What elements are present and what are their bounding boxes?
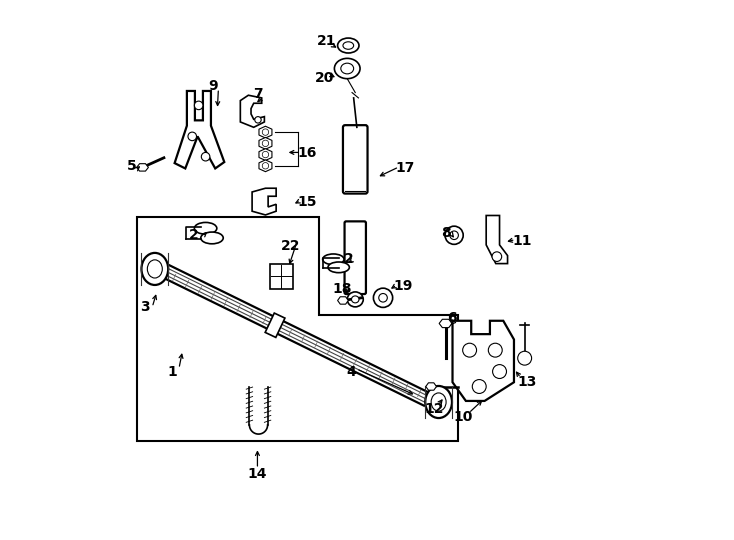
Text: 8: 8 bbox=[441, 226, 451, 240]
Polygon shape bbox=[338, 297, 349, 304]
Polygon shape bbox=[175, 91, 225, 168]
Polygon shape bbox=[259, 138, 272, 149]
Polygon shape bbox=[453, 321, 514, 401]
Text: 10: 10 bbox=[454, 410, 473, 424]
Ellipse shape bbox=[142, 253, 168, 285]
Polygon shape bbox=[252, 188, 276, 215]
Polygon shape bbox=[259, 126, 272, 138]
Ellipse shape bbox=[450, 231, 459, 240]
Circle shape bbox=[195, 101, 203, 110]
Text: 2: 2 bbox=[189, 228, 198, 242]
Text: 12: 12 bbox=[424, 402, 443, 416]
FancyBboxPatch shape bbox=[343, 125, 368, 193]
Circle shape bbox=[262, 140, 269, 146]
Ellipse shape bbox=[148, 260, 162, 278]
Text: 2: 2 bbox=[344, 252, 353, 266]
Text: 4: 4 bbox=[346, 364, 356, 379]
Ellipse shape bbox=[347, 292, 363, 307]
Text: 15: 15 bbox=[297, 194, 317, 208]
Text: 5: 5 bbox=[127, 159, 137, 173]
Text: 14: 14 bbox=[247, 467, 267, 481]
Text: 22: 22 bbox=[281, 239, 300, 253]
Circle shape bbox=[188, 132, 197, 140]
Ellipse shape bbox=[338, 38, 359, 53]
Ellipse shape bbox=[323, 254, 344, 265]
Circle shape bbox=[488, 343, 502, 357]
Polygon shape bbox=[426, 383, 437, 390]
Ellipse shape bbox=[352, 296, 359, 303]
Polygon shape bbox=[240, 95, 264, 127]
Circle shape bbox=[201, 152, 210, 161]
Circle shape bbox=[462, 343, 476, 357]
Polygon shape bbox=[265, 313, 285, 338]
Text: 17: 17 bbox=[396, 161, 415, 176]
Text: 19: 19 bbox=[393, 279, 413, 293]
Text: 3: 3 bbox=[140, 300, 150, 314]
FancyBboxPatch shape bbox=[344, 221, 366, 294]
Circle shape bbox=[493, 364, 506, 379]
Text: 21: 21 bbox=[317, 34, 337, 48]
Text: 20: 20 bbox=[315, 71, 334, 85]
Polygon shape bbox=[259, 160, 272, 172]
Ellipse shape bbox=[374, 288, 393, 307]
Circle shape bbox=[262, 129, 269, 136]
Ellipse shape bbox=[343, 42, 354, 49]
Polygon shape bbox=[137, 217, 458, 441]
Text: 18: 18 bbox=[332, 282, 352, 296]
Text: 1: 1 bbox=[167, 364, 177, 379]
Text: 11: 11 bbox=[512, 234, 531, 248]
Ellipse shape bbox=[201, 232, 223, 244]
Ellipse shape bbox=[431, 393, 446, 411]
Ellipse shape bbox=[328, 262, 349, 273]
Circle shape bbox=[517, 351, 531, 365]
Circle shape bbox=[255, 117, 261, 123]
Polygon shape bbox=[486, 215, 507, 264]
Text: 7: 7 bbox=[252, 86, 262, 100]
Ellipse shape bbox=[445, 226, 463, 244]
Ellipse shape bbox=[379, 294, 388, 302]
Polygon shape bbox=[259, 148, 272, 160]
Circle shape bbox=[472, 380, 486, 394]
Ellipse shape bbox=[195, 222, 217, 234]
Ellipse shape bbox=[425, 386, 452, 418]
Text: 13: 13 bbox=[517, 375, 537, 389]
Polygon shape bbox=[137, 164, 148, 171]
Ellipse shape bbox=[335, 58, 360, 79]
FancyBboxPatch shape bbox=[270, 264, 293, 289]
Text: 6: 6 bbox=[446, 311, 457, 325]
Text: 16: 16 bbox=[297, 146, 317, 160]
Circle shape bbox=[262, 163, 269, 169]
Text: 9: 9 bbox=[208, 79, 218, 93]
Circle shape bbox=[492, 252, 501, 261]
Polygon shape bbox=[439, 319, 452, 328]
Ellipse shape bbox=[341, 63, 354, 74]
Circle shape bbox=[262, 151, 269, 158]
